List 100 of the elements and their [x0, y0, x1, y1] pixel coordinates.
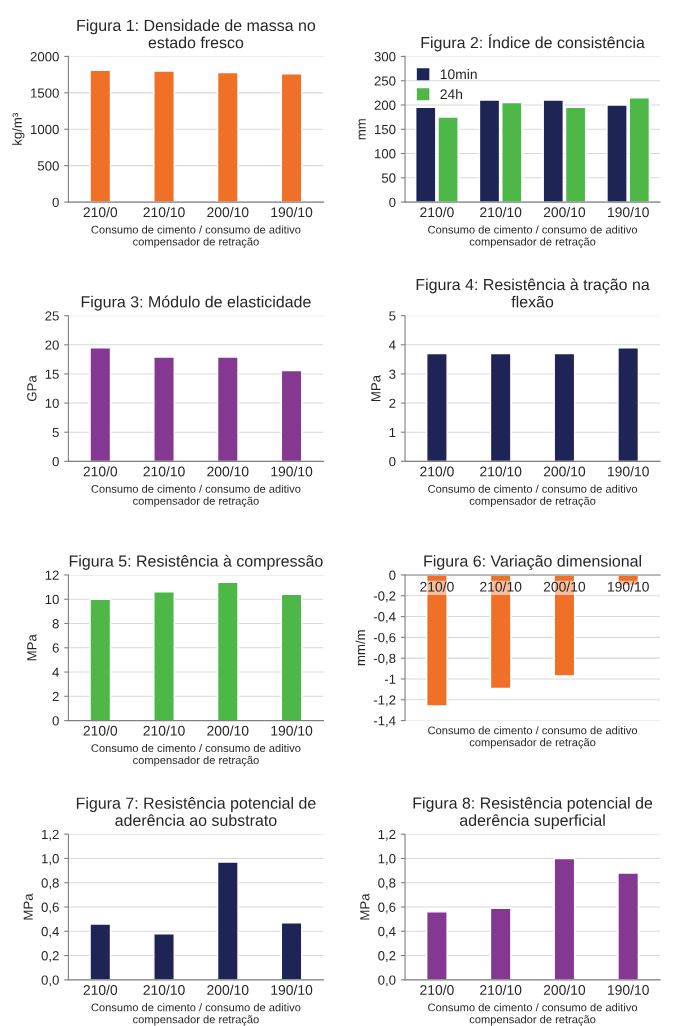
y-tick-label: 0,2	[378, 951, 396, 963]
bar	[216, 356, 239, 462]
chart-title: Figura 6: Variação dimensional	[424, 555, 641, 570]
y-tick-label: 1,2	[42, 829, 59, 841]
x-tick-label: 200/10	[543, 581, 586, 592]
x-tick-label: 210/10	[143, 206, 185, 218]
y-tick-label: 0,4	[378, 926, 396, 938]
chart-title: Figura 7: Resistência potencial de aderência ao substrato	[76, 797, 316, 827]
y-tick-label: 0,0	[41, 975, 59, 987]
y-tick-label: 1000	[31, 124, 59, 135]
x-tick-label: 200/10	[207, 466, 249, 477]
y-tick-label: 250	[374, 76, 396, 86]
y-tick-label: 10	[45, 594, 59, 605]
y-tick-label: 50	[381, 173, 396, 183]
y-tick-label: -1,2	[373, 695, 396, 707]
bar	[617, 872, 640, 980]
y-tick-label: 0,2	[41, 951, 59, 963]
bar	[216, 581, 239, 721]
y-axis-title: kg/m³	[12, 113, 25, 145]
chart-title: Figura 1: Densidade de massa no estado fresco	[77, 19, 316, 49]
bar	[89, 347, 112, 462]
x-tick-label: 190/10	[608, 206, 649, 218]
y-tick-label: 200	[374, 100, 396, 110]
chart-title: Figura 3: Módulo de elasticidade	[81, 295, 311, 311]
y-tick-label: 0	[389, 456, 396, 467]
y-tick-label: 0	[52, 456, 59, 467]
y-tick-label: 1500	[31, 88, 59, 98]
x-tick-label: 190/10	[271, 206, 313, 218]
x-tick-label: 190/10	[271, 984, 313, 995]
x-tick-label: 200/10	[207, 725, 249, 736]
bar	[280, 922, 303, 980]
x-axis-title: Consumo de cimento / consumo de aditivo compensador de retração	[91, 1003, 301, 1026]
x-tick-label: 190/10	[608, 581, 649, 592]
y-tick-label: 0,4	[41, 926, 59, 938]
y-axis-title: GPa	[27, 375, 37, 402]
x-tick-label: 200/10	[543, 984, 586, 995]
x-tick-label: 210/0	[83, 725, 118, 736]
x-tick-label: 210/10	[143, 984, 185, 995]
x-tick-label: 200/10	[543, 466, 586, 477]
y-tick-label: 1,0	[42, 854, 59, 865]
y-axis-title: mm	[358, 119, 366, 140]
x-axis-title: Consumo de cimento / consumo de aditivo compensador de retração	[91, 484, 301, 508]
x-tick-label: 210/0	[420, 581, 454, 592]
bar	[89, 923, 112, 980]
y-tick-label: 20	[45, 340, 59, 350]
x-axis-title: Consumo de cimento / consumo de aditivo compensador de retração	[428, 225, 638, 248]
y-tick-label: 0,0	[378, 975, 396, 987]
bar	[153, 933, 175, 980]
y-tick-label: 0	[52, 716, 59, 726]
y-tick-label: 1,0	[378, 854, 396, 865]
bar	[426, 911, 448, 980]
y-tick-label: 0,8	[41, 878, 59, 890]
y-axis-title: mm/m	[355, 630, 366, 666]
x-tick-label: 200/10	[207, 206, 249, 218]
y-tick-label: 2	[52, 691, 59, 702]
y-tick-label: 100	[375, 149, 396, 159]
y-tick-label: 12	[45, 570, 59, 580]
bar	[216, 861, 239, 980]
bar	[553, 857, 576, 980]
x-tick-label: 200/10	[207, 984, 249, 995]
x-tick-label: 210/10	[480, 206, 522, 218]
y-tick-label: 2000	[30, 52, 59, 62]
x-tick-label: 190/10	[608, 466, 649, 477]
legend-label: 24h	[440, 88, 463, 100]
x-tick-label: 190/10	[271, 466, 313, 477]
y-tick-label: -1,4	[373, 716, 396, 728]
x-axis-title: Consumo de cimento / consumo de aditivo compensador de retração	[91, 743, 301, 767]
y-tick-label: 6	[52, 643, 59, 653]
x-tick-label: 210/10	[480, 984, 522, 995]
x-tick-label: 210/0	[83, 984, 118, 995]
y-axis-title: MPa	[371, 374, 381, 401]
x-tick-label: 210/0	[420, 206, 454, 218]
x-tick-label: 210/10	[480, 466, 522, 477]
y-tick-label: 4	[388, 340, 396, 350]
x-tick-label: 210/0	[83, 206, 118, 218]
y-axis-title: MPa	[23, 893, 33, 920]
chart-title: Figura 5: Resistência à compressão	[69, 554, 323, 570]
x-tick-label: 210/10	[480, 581, 522, 592]
chart-title: Figura 8: Resistência potencial de aderência superficial	[413, 796, 653, 830]
x-tick-label: 210/0	[83, 466, 118, 477]
bar	[489, 907, 512, 980]
y-tick-label: -0,4	[373, 612, 396, 624]
y-tick-label: 4	[52, 667, 59, 677]
y-tick-label: 0	[52, 197, 59, 207]
y-tick-label: 2	[389, 398, 396, 408]
x-tick-label: 210/10	[143, 725, 185, 736]
y-tick-label: 1	[389, 427, 396, 437]
legend-label: 10min	[440, 69, 477, 80]
y-tick-label: 10	[45, 398, 59, 408]
y-tick-label: -0,8	[373, 653, 396, 665]
x-tick-label: 190/10	[608, 984, 649, 995]
bar	[280, 593, 303, 721]
x-tick-label: 210/0	[420, 984, 454, 995]
chart-title: Figura 2: Índice de consistência	[421, 34, 645, 52]
x-axis-title: Consumo de cimento / consumo de aditivo compensador de retração	[91, 225, 301, 248]
y-tick-label: 25	[45, 311, 59, 321]
x-axis-title: Consumo de cimento / consumo de aditivo compensador de retração	[428, 1003, 638, 1026]
x-tick-label: 210/0	[420, 466, 454, 477]
y-axis-title: MPa	[360, 893, 370, 920]
x-tick-label: 210/10	[143, 466, 185, 477]
